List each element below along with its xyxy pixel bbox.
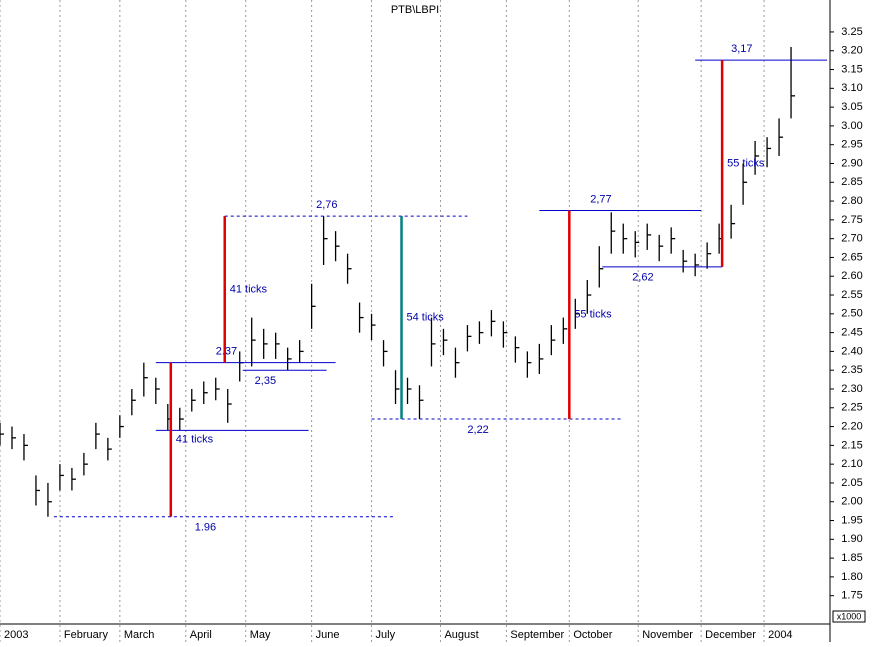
x-tick-label: November <box>642 629 693 641</box>
y-tick-label: 3.05 <box>841 101 862 113</box>
measure-label: 54 ticks <box>407 311 445 323</box>
y-tick-label: 2.60 <box>841 270 862 282</box>
level-label: 2,77 <box>590 193 611 205</box>
y-tick-label: 3.00 <box>841 120 862 132</box>
y-tick-label: 3.20 <box>841 45 862 57</box>
level-label: 2,35 <box>255 375 276 387</box>
y-tick-label: 2.65 <box>841 251 862 263</box>
y-tick-label: 2.70 <box>841 233 862 245</box>
y-tick-label: 2.85 <box>841 176 862 188</box>
unit-box <box>832 610 866 623</box>
measure-label: 55 ticks <box>574 309 612 321</box>
measure-label: 55 ticks <box>727 157 765 169</box>
x-tick-label: August <box>444 629 478 641</box>
x-tick-label: July <box>376 629 396 641</box>
y-tick-label: 2.00 <box>841 496 862 508</box>
y-tick-label: 2.40 <box>841 345 862 357</box>
y-tick-label: 2.75 <box>841 214 862 226</box>
level-label: 2,76 <box>316 199 337 211</box>
y-tick-label: 2.10 <box>841 458 862 470</box>
x-tick-label: 2004 <box>768 629 792 641</box>
volume-unit: x1000 <box>837 611 862 621</box>
y-tick-label: 2.20 <box>841 420 862 432</box>
y-tick-label: 2.45 <box>841 327 862 339</box>
y-tick-label: 3.25 <box>841 26 862 38</box>
measure-label: 41 ticks <box>176 434 214 446</box>
y-tick-label: 1.90 <box>841 533 862 545</box>
y-tick-label: 3.15 <box>841 63 862 75</box>
x-tick-label: February <box>64 629 109 641</box>
x-tick-label: October <box>573 629 612 641</box>
level-label: 2,22 <box>467 424 488 436</box>
y-tick-label: 2.90 <box>841 157 862 169</box>
y-tick-label: 2.35 <box>841 364 862 376</box>
level-label: 1.96 <box>195 522 216 534</box>
y-tick-label: 1.85 <box>841 552 862 564</box>
y-tick-label: 1.80 <box>841 571 862 583</box>
y-tick-label: 1.95 <box>841 514 862 526</box>
level-label: 3,17 <box>731 43 752 55</box>
x-tick-label: June <box>316 629 340 641</box>
y-tick-label: 2.50 <box>841 308 862 320</box>
y-tick-label: 1.75 <box>841 590 862 602</box>
x-tick-label: September <box>510 629 564 641</box>
measure-label: 41 ticks <box>230 283 268 295</box>
level-label: 2,62 <box>632 272 653 284</box>
y-tick-label: 2.95 <box>841 139 862 151</box>
y-tick-label: 2.80 <box>841 195 862 207</box>
x-tick-label: May <box>250 629 271 641</box>
x-tick-label: April <box>190 629 212 641</box>
y-tick-label: 3.10 <box>841 82 862 94</box>
y-tick-label: 2.55 <box>841 289 862 301</box>
chart-title: PTB\LBPI <box>391 4 439 16</box>
y-tick-label: 2.05 <box>841 477 862 489</box>
x-tick-label: March <box>124 629 155 641</box>
y-tick-label: 2.25 <box>841 402 862 414</box>
y-tick-label: 2.30 <box>841 383 862 395</box>
x-tick-label: December <box>705 629 756 641</box>
x-tick-label: 2003 <box>4 629 28 641</box>
level-label: 2.37 <box>216 346 237 358</box>
y-tick-label: 2.15 <box>841 439 862 451</box>
